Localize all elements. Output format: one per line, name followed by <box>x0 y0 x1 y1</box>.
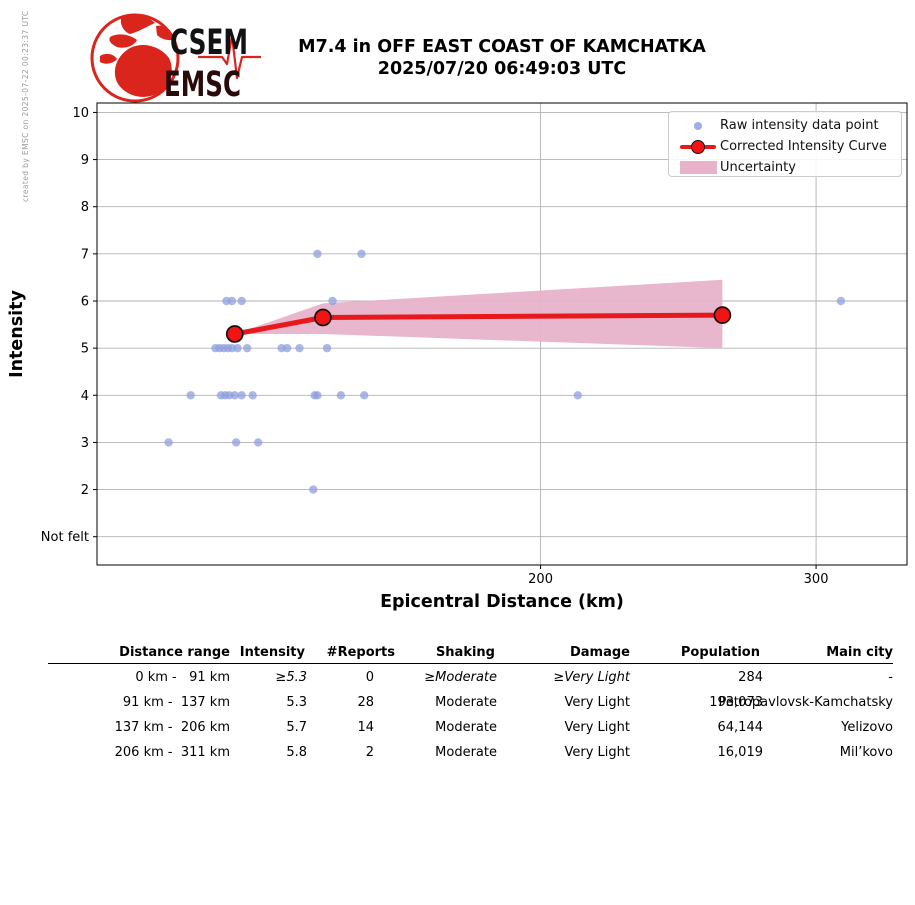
table-cell: Very Light <box>564 695 631 710</box>
y-tick-label: 4 <box>81 389 89 404</box>
raw-data-point <box>322 343 332 353</box>
x-axis-label: Epicentral Distance (km) <box>380 592 624 612</box>
raw-data-point <box>242 343 252 353</box>
raw-data-point <box>357 249 366 259</box>
raw-data-point <box>313 249 322 259</box>
table-cell: 2 <box>365 745 374 760</box>
raw-data-point <box>282 343 292 353</box>
legend-item-curve: Corrected Intensity Curve <box>676 136 901 157</box>
y-axis-label: Intensity <box>7 289 27 377</box>
legend-item-uncertainty: Uncertainty <box>676 157 901 178</box>
table-cell: 28 <box>357 695 374 710</box>
raw-data-point <box>328 296 337 306</box>
corrected-curve-marker <box>314 308 332 327</box>
corrected-curve-marker <box>713 306 732 324</box>
y-tick-label: 3 <box>81 436 89 451</box>
raw-data-point <box>313 391 322 400</box>
y-tick-label: Not felt <box>41 530 89 545</box>
table-header-rule <box>48 663 893 665</box>
table-cell: Moderate <box>435 745 497 760</box>
table-cell: Yelizovo <box>841 720 893 735</box>
table-cell: 14 <box>357 720 374 735</box>
raw-data-point <box>295 343 304 353</box>
table-cell: Moderate <box>435 695 497 710</box>
raw-data-point <box>248 391 257 400</box>
raw-data-point <box>186 391 195 400</box>
table-cell: ≥Moderate <box>424 670 497 685</box>
table-cell: Very Light <box>564 745 631 760</box>
table-cell: 206 km - 311 km <box>114 745 230 760</box>
table-cell: ≥Very Light <box>553 670 630 685</box>
corrected-curve-marker-icon <box>680 139 716 154</box>
raw-data-point <box>336 391 346 400</box>
seismogram-trace-icon <box>198 34 261 80</box>
raw-data-point <box>231 438 241 447</box>
logo-text-emsc: EMSC <box>164 65 241 105</box>
table-cell: 5.3 <box>286 695 307 710</box>
legend-label-curve: Corrected Intensity Curve <box>720 139 887 154</box>
y-tick-label: 10 <box>72 106 89 121</box>
legend-label-raw: Raw intensity data point <box>720 118 879 133</box>
raw-data-point <box>237 296 246 306</box>
raw-data-point <box>237 391 246 400</box>
y-tick-label: 8 <box>81 200 89 215</box>
table-header-cell: Intensity <box>239 645 305 660</box>
page-title: M7.4 in OFF EAST COAST OF KAMCHATKA 2025… <box>298 36 706 80</box>
table-cell: 16,019 <box>717 745 764 760</box>
legend-item-raw: Raw intensity data point <box>676 115 901 136</box>
corrected-curve-marker <box>225 325 244 343</box>
uncertainty-patch-icon <box>679 161 717 174</box>
intensity-summary-table: Distance range Intensity #Reports Shaking Da… <box>0 0 915 760</box>
plot-frame <box>96 102 908 566</box>
raw-data-point <box>233 343 242 353</box>
globe-icon <box>90 13 180 103</box>
y-tick-label: 5 <box>81 342 89 357</box>
table-cell: Moderate <box>435 720 497 735</box>
uncertainty-band <box>234 279 723 349</box>
table-cell: 64,144 <box>717 720 764 735</box>
raw-data-point <box>227 296 237 306</box>
title-line-1: M7.4 in OFF EAST COAST OF KAMCHATKA <box>298 37 706 57</box>
x-tick-label: 300 <box>804 572 829 587</box>
raw-data-point <box>573 391 582 400</box>
table-header-cell: Population <box>680 645 760 660</box>
table-header-cell: Main city <box>826 645 893 660</box>
raw-data-point <box>253 438 263 447</box>
raw-data-point <box>230 391 239 400</box>
table-cell: 0 km - 91 km <box>135 670 230 685</box>
table-cell: 137 km - 206 km <box>114 720 230 735</box>
x-tick-label: 200 <box>528 572 553 587</box>
legend-label-uncertainty: Uncertainty <box>720 160 796 175</box>
table-cell: Mil’kovo <box>839 745 893 760</box>
raw-data-point <box>360 391 369 400</box>
table-cell: ≥5.3 <box>275 670 307 685</box>
table-header-cell: Damage <box>569 645 630 660</box>
emsc-logo: CSEM EMSC <box>90 13 261 105</box>
table-header-cell: Shaking <box>435 645 495 660</box>
raw-data-point <box>309 485 318 494</box>
table-cell: Petropavlovsk-Kamchatsky <box>718 695 893 710</box>
raw-data-point <box>164 438 173 447</box>
raw-point-marker-icon <box>694 121 702 130</box>
table-header-cell: #Reports <box>326 645 395 660</box>
table-cell: 193,073 <box>709 695 763 710</box>
chart-legend: Raw intensity data point Corrected Inten… <box>668 111 902 177</box>
table-cell: 284 <box>738 670 763 685</box>
raw-data-point <box>836 296 846 306</box>
table-cell: 0 <box>365 670 374 685</box>
y-tick-label: 7 <box>81 247 89 262</box>
table-cell: - <box>888 670 893 685</box>
table-cell: 5.8 <box>286 745 307 760</box>
y-tick-label: 2 <box>81 483 89 498</box>
table-cell: 5.7 <box>286 720 307 735</box>
table-cell: 91 km - 137 km <box>122 695 230 710</box>
intensity-distance-chart: Not felt 2 3 4 5 6 7 8 9 10 200 300 Intensity Epicent… <box>7 102 908 612</box>
table-cell: Very Light <box>564 720 631 735</box>
y-tick-label: 9 <box>81 153 89 168</box>
title-line-2: 2025/07/20 06:49:03 UTC <box>377 59 627 79</box>
y-tick-label: 6 <box>81 295 89 310</box>
logo-text-csem: CSEM <box>170 23 248 63</box>
table-header-cell: Distance range <box>119 645 230 660</box>
